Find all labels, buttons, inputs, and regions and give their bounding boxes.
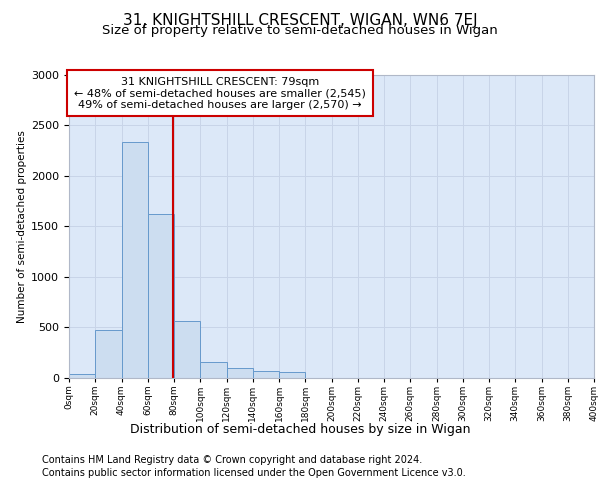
Bar (253, 372, 279, 378)
Bar (95, 330, 121, 378)
Text: 31 KNIGHTSHILL CRESCENT: 79sqm
← 48% of semi-detached houses are smaller (2,545): 31 KNIGHTSHILL CRESCENT: 79sqm ← 48% of … (74, 76, 366, 110)
Bar (148, 214, 174, 378)
Y-axis label: Number of semi-detached properties: Number of semi-detached properties (17, 130, 27, 322)
Bar (200, 362, 227, 378)
Bar (121, 142, 148, 378)
Text: Size of property relative to semi-detached houses in Wigan: Size of property relative to semi-detach… (102, 24, 498, 37)
Bar (279, 372, 305, 378)
Bar (174, 321, 200, 378)
Text: Contains HM Land Registry data © Crown copyright and database right 2024.: Contains HM Land Registry data © Crown c… (42, 455, 422, 465)
Bar (69, 374, 95, 378)
Text: Distribution of semi-detached houses by size in Wigan: Distribution of semi-detached houses by … (130, 422, 470, 436)
Text: Contains public sector information licensed under the Open Government Licence v3: Contains public sector information licen… (42, 468, 466, 477)
Bar (227, 368, 253, 378)
Text: 31, KNIGHTSHILL CRESCENT, WIGAN, WN6 7EJ: 31, KNIGHTSHILL CRESCENT, WIGAN, WN6 7EJ (122, 12, 478, 28)
